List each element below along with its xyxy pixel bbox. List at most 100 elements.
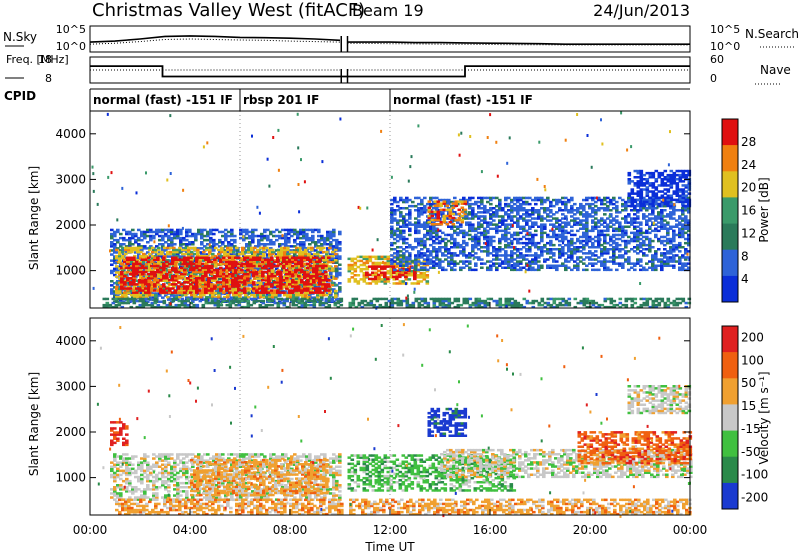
power-cell-2815 <box>192 287 196 290</box>
power-cell-2572 <box>331 250 335 254</box>
power-cell-3679 <box>408 258 412 261</box>
power-cell-950 <box>251 228 255 232</box>
power-cell-4305 <box>504 231 508 235</box>
power-cell-3830 <box>429 204 433 208</box>
power-cell-1165 <box>284 232 288 236</box>
power-cell-3577 <box>390 211 394 214</box>
power-cell-207 <box>137 228 141 232</box>
power-cell-4581 <box>543 211 547 214</box>
power-cell-1527 <box>338 290 342 293</box>
power-cell-3655 <box>402 217 406 220</box>
power-cell-2212 <box>253 250 257 254</box>
power-cell-2991 <box>240 289 244 292</box>
power-cell-3138 <box>282 256 286 259</box>
power-cell-463 <box>179 255 183 258</box>
power-cell-748 <box>224 292 228 295</box>
power-cell-4426 <box>519 196 523 200</box>
power-cell-3098 <box>270 262 274 266</box>
power-cell-3398 <box>386 257 391 261</box>
power-cell-1687 <box>142 254 146 258</box>
power-cell-1728 <box>151 256 155 260</box>
power-cell-3797 <box>426 237 430 241</box>
power-cell-2334 <box>283 275 287 278</box>
power-cell-2571 <box>331 254 335 258</box>
power-cell-2945 <box>228 287 232 290</box>
power-cell-656 <box>209 280 213 283</box>
power-cell-779 <box>227 243 231 246</box>
power-cell-3627 <box>399 235 403 239</box>
power-cell-1875 <box>184 252 188 256</box>
power-cell-4577 <box>543 227 547 230</box>
power-cell-4320 <box>507 260 511 263</box>
power-cell-2788 <box>183 281 187 284</box>
power-cell-2082 <box>226 248 230 252</box>
power-cell-1521 <box>335 247 339 250</box>
power-cell-4534 <box>537 256 541 259</box>
power-cell-3372 <box>377 261 382 265</box>
power-cell-4439 <box>522 213 526 216</box>
power-cell-4626 <box>552 252 556 255</box>
power-cell-3717 <box>414 227 418 230</box>
power-cell-4460 <box>525 215 529 218</box>
power-cell-2783 <box>180 260 184 264</box>
power-cell-3711 <box>414 254 418 257</box>
power-cell-923 <box>248 236 252 240</box>
power-cell-2972 <box>234 277 238 280</box>
power-cell-2583 <box>120 287 124 290</box>
power-cell-906 <box>245 228 249 232</box>
power-cell-3746 <box>417 202 421 206</box>
power-cell-2981 <box>237 287 241 290</box>
power-cell-311 <box>155 292 159 295</box>
power-cell-4619 <box>549 202 553 206</box>
power-cell-2570 <box>331 261 335 264</box>
power-cell-3299 <box>350 276 355 279</box>
power-cell-1493 <box>332 259 336 262</box>
power-cell-1102 <box>275 253 279 256</box>
power-cell-1292 <box>302 243 306 246</box>
power-cell-2604 <box>126 287 130 290</box>
power-cell-3864 <box>435 250 439 253</box>
power-cell-1670 <box>139 250 143 254</box>
power-cell-4074 <box>468 207 472 210</box>
power-cell-1314 <box>305 238 309 242</box>
power-cell-4349 <box>510 235 514 239</box>
power-cell-3367 <box>377 280 382 283</box>
power-cell-4428 <box>522 258 526 261</box>
power-cell-3395 <box>386 263 391 267</box>
power-cell-4421 <box>519 209 523 212</box>
power-cell-355 <box>161 245 165 248</box>
power-cell-2879 <box>207 268 211 272</box>
power-cell-1555 <box>115 248 119 252</box>
power-cell-3092 <box>270 283 274 286</box>
power-cell-808 <box>233 296 237 299</box>
power-cell-3564 <box>390 243 394 247</box>
power-cell-946 <box>251 236 255 240</box>
power-cell-1315 <box>305 236 309 240</box>
power-cell-2787 <box>183 285 187 288</box>
power-cell-2998 <box>240 262 244 266</box>
power-cell-4211 <box>489 213 493 216</box>
power-cell-3693 <box>408 211 412 214</box>
power-cell-2834 <box>195 264 199 268</box>
power-cell-3333 <box>362 261 367 265</box>
power-cell-3223 <box>306 258 310 261</box>
power-cell-342 <box>158 230 162 234</box>
power-cell-327 <box>158 300 162 303</box>
power-cell-3462 <box>410 261 415 265</box>
power-cell-1252 <box>296 232 300 236</box>
power-cell-3251 <box>315 268 319 272</box>
power-cell-3615 <box>396 209 400 212</box>
power-cell-3933 <box>444 198 448 202</box>
power-cell-2665 <box>144 283 148 286</box>
power-cell-1362 <box>311 228 315 232</box>
power-cell-2268 <box>265 246 269 250</box>
power-cell-4133 <box>477 211 481 214</box>
power-cell-3764 <box>420 207 424 210</box>
power-cell-3450 <box>407 278 412 281</box>
power-cell-2222 <box>256 265 260 268</box>
power-cell-4508 <box>531 207 535 210</box>
power-cell-3727 <box>417 256 421 259</box>
power-cell-3073 <box>264 264 268 268</box>
power-cell-2764 <box>174 264 178 268</box>
power-cell-1922 <box>193 252 197 256</box>
